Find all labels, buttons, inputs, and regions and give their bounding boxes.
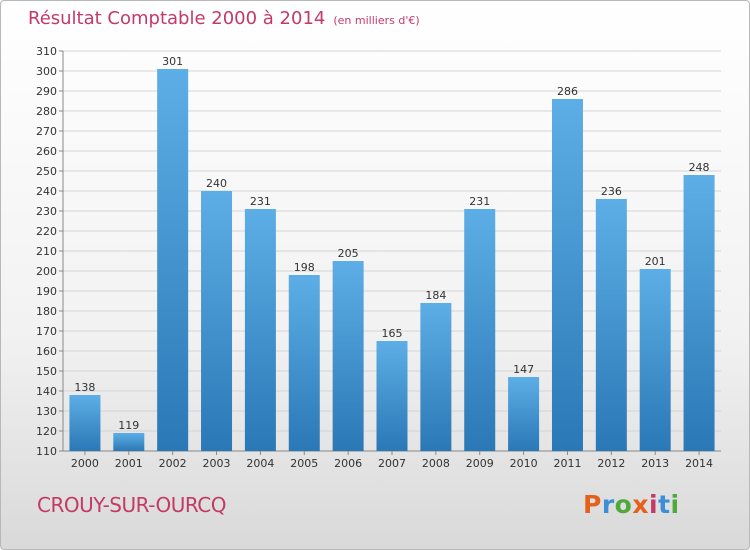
- x-tick-label: 2000: [71, 457, 99, 470]
- logo-letter: i: [670, 490, 680, 519]
- bar-2010: [508, 377, 540, 451]
- value-label: 198: [294, 261, 315, 274]
- bar-2001: [113, 433, 145, 451]
- y-tick-label: 280: [36, 105, 57, 118]
- commune-name: CROUY-SUR-OURCQ: [37, 493, 226, 517]
- y-tick-label: 300: [36, 65, 57, 78]
- value-label: 147: [513, 363, 534, 376]
- y-tick-label: 190: [36, 285, 57, 298]
- axes: 110 120 130 140 150 160 170 180 190 200 210 220 230 2…: [36, 45, 721, 470]
- logo-letter: t: [658, 490, 671, 519]
- value-label: 236: [601, 185, 622, 198]
- value-label: 240: [206, 177, 227, 190]
- logo-letter: P: [583, 490, 602, 519]
- logo-letter: x: [632, 490, 649, 519]
- x-tick-label: 2013: [641, 457, 669, 470]
- value-label: 165: [382, 327, 403, 340]
- value-labels: 138 119 301 240 231 198 205 165 184 231 147 286 236 2…: [74, 55, 709, 432]
- y-tick-label: 150: [36, 365, 57, 378]
- logo-letter: i: [649, 490, 659, 519]
- y-tick-label: 200: [36, 265, 57, 278]
- x-tick-label: 2002: [159, 457, 187, 470]
- title-text: Résultat Comptable 2000 à 2014: [28, 8, 326, 29]
- y-tick-label: 160: [36, 345, 57, 358]
- x-tick-label: 2011: [553, 457, 581, 470]
- proxiti-logo: Proxiti: [583, 490, 680, 519]
- y-tick-label: 250: [36, 165, 57, 178]
- value-label: 184: [425, 289, 446, 302]
- x-tick-label: 2010: [510, 457, 538, 470]
- y-tick-label: 120: [36, 425, 57, 438]
- x-tick-label: 2008: [422, 457, 450, 470]
- y-tick-label: 180: [36, 305, 57, 318]
- value-label: 286: [557, 85, 578, 98]
- value-label: 119: [118, 419, 139, 432]
- x-tick-label: 2004: [246, 457, 274, 470]
- bar-2000: [69, 395, 101, 451]
- y-tick-label: 270: [36, 125, 57, 138]
- x-tick-label: 2012: [597, 457, 625, 470]
- logo-letter: r: [601, 490, 615, 519]
- x-tick-label: 2007: [378, 457, 406, 470]
- bar-2006: [332, 261, 364, 451]
- value-label: 301: [162, 55, 183, 68]
- bar-2008: [420, 303, 452, 451]
- value-label: 231: [250, 195, 271, 208]
- value-label: 205: [338, 247, 359, 260]
- logo-letter: o: [614, 490, 633, 519]
- x-tick-label: 2009: [466, 457, 494, 470]
- y-tick-label: 110: [36, 445, 57, 458]
- bar-2012: [595, 199, 627, 451]
- bar-2011: [551, 99, 583, 451]
- y-tick-label: 240: [36, 185, 57, 198]
- bar-2003: [201, 191, 233, 451]
- bar-2009: [464, 209, 496, 451]
- x-tick-label: 2003: [203, 457, 231, 470]
- bars: [69, 69, 715, 451]
- x-tick-label: 2001: [115, 457, 143, 470]
- chart-title: Résultat Comptable 2000 à 2014 (en millie…: [28, 8, 420, 29]
- bar-2013: [639, 269, 671, 451]
- y-tick-label: 130: [36, 405, 57, 418]
- bar-2014: [683, 175, 715, 451]
- y-tick-label: 290: [36, 85, 57, 98]
- bar-2004: [244, 209, 276, 451]
- y-tick-label: 220: [36, 225, 57, 238]
- bar-2002: [157, 69, 189, 451]
- x-tick-label: 2006: [334, 457, 362, 470]
- value-label: 138: [74, 381, 95, 394]
- y-tick-label: 170: [36, 325, 57, 338]
- y-tick-label: 210: [36, 245, 57, 258]
- value-label: 248: [689, 161, 710, 174]
- y-tick-label: 140: [36, 385, 57, 398]
- title-unit: (en milliers d'€): [333, 14, 420, 27]
- value-label: 201: [645, 255, 666, 268]
- y-tick-label: 260: [36, 145, 57, 158]
- y-tick-label: 310: [36, 45, 57, 58]
- bar-2007: [376, 341, 408, 451]
- y-tick-label: 230: [36, 205, 57, 218]
- x-tick-label: 2014: [685, 457, 713, 470]
- value-label: 231: [469, 195, 490, 208]
- x-tick-label: 2005: [290, 457, 318, 470]
- bar-2005: [288, 275, 320, 451]
